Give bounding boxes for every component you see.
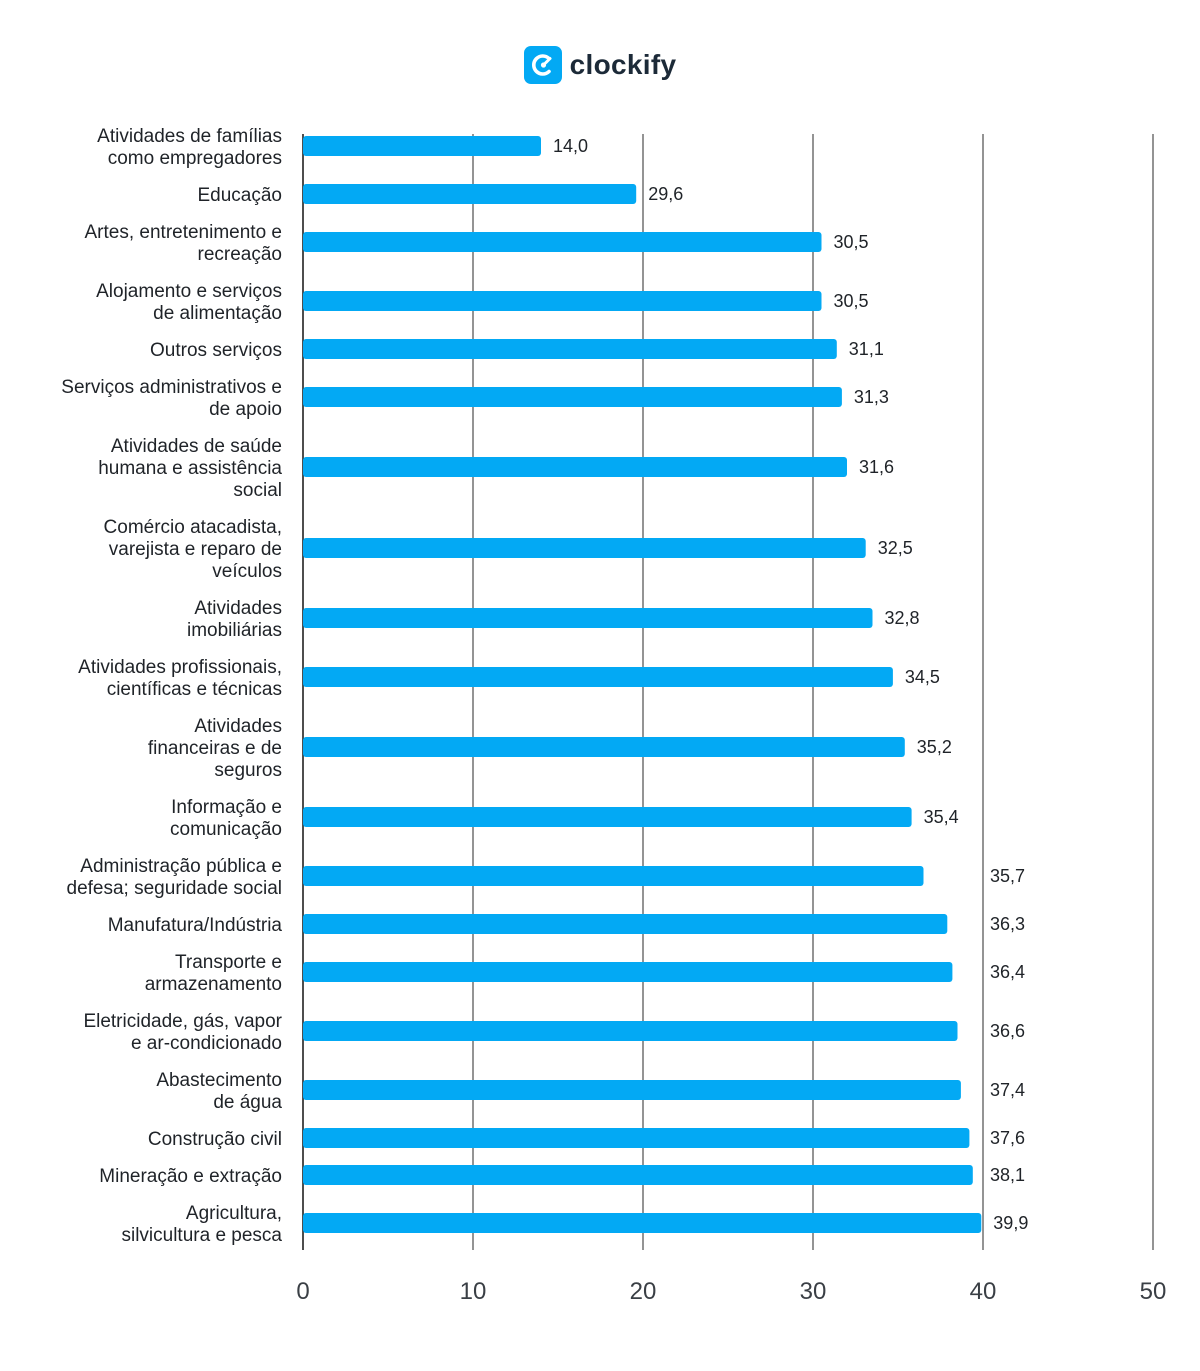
category-label: de água (213, 1092, 282, 1113)
bar (303, 866, 924, 886)
x-tick-label: 30 (800, 1278, 827, 1305)
category-label: comunicação (170, 819, 282, 840)
value-label: 36,4 (990, 962, 1025, 982)
bar (303, 232, 822, 252)
category-label: Mineração e extração (99, 1166, 282, 1187)
category-label: imobiliárias (187, 620, 282, 641)
category-label: Atividades de famílias (97, 126, 282, 147)
bar (303, 184, 637, 204)
clockify-logo-icon (523, 46, 562, 84)
value-label: 32,8 (885, 608, 920, 628)
value-label: 30,5 (834, 291, 869, 311)
category-label: Atividades (194, 716, 282, 737)
category-label: Construção civil (148, 1129, 282, 1150)
bar (303, 1080, 961, 1100)
category-label: veículos (212, 561, 282, 582)
chart-bars (303, 136, 982, 1233)
bar (303, 1165, 973, 1185)
category-label: defesa; seguridade social (67, 878, 282, 899)
category-label: Eletricidade, gás, vapor (83, 1011, 282, 1032)
bar (303, 1128, 970, 1148)
category-label: de apoio (209, 399, 282, 420)
value-label: 32,5 (878, 538, 913, 558)
value-label: 34,5 (905, 667, 940, 687)
category-label: de alimentação (153, 303, 282, 324)
value-label: 39,9 (993, 1213, 1028, 1233)
category-label: Agricultura, (186, 1203, 282, 1224)
category-label: recreação (198, 244, 283, 265)
value-label: 37,6 (990, 1128, 1025, 1148)
bar (303, 608, 873, 628)
value-label: 36,3 (990, 914, 1025, 934)
category-label: Manufatura/Indústria (108, 915, 283, 936)
category-label: Transporte e (175, 952, 282, 973)
value-label: 30,5 (834, 232, 869, 252)
category-label: Abastecimento (156, 1070, 282, 1091)
bar (303, 136, 541, 156)
value-label: 35,7 (990, 866, 1025, 886)
bar (303, 962, 953, 982)
value-label: 31,1 (849, 339, 884, 359)
bar (303, 914, 948, 934)
x-tick-label: 50 (1140, 1278, 1167, 1305)
bar (303, 339, 837, 359)
value-label: 37,4 (990, 1080, 1025, 1100)
bar (303, 1213, 982, 1233)
value-label: 35,4 (924, 807, 959, 827)
value-labels: 14,0 29,6 30,5 30,5 31,1 31,3 31,6 32,5 32,8 34,5… (553, 136, 1028, 1233)
category-label: Outros serviços (150, 340, 282, 361)
category-label: humana e assistência (98, 458, 282, 479)
value-label: 29,6 (648, 184, 683, 204)
category-label: Atividades de saúde (111, 436, 282, 457)
bar (303, 538, 866, 558)
x-axis-ticks: 0 10 20 30 40 50 (296, 1278, 1166, 1305)
category-label: e ar-condicionado (131, 1033, 282, 1054)
category-label: Serviços administrativos e (61, 377, 282, 398)
value-label: 35,2 (917, 737, 952, 757)
category-label: silvicultura e pesca (121, 1225, 282, 1246)
category-label: Atividades profissionais, (78, 657, 282, 678)
value-label: 14,0 (553, 136, 588, 156)
category-label: armazenamento (145, 974, 282, 995)
x-tick-label: 0 (296, 1278, 309, 1305)
category-label: Artes, entretenimento e (85, 222, 283, 243)
category-label: Atividades (194, 598, 282, 619)
x-tick-label: 10 (460, 1278, 487, 1305)
category-label: financeiras e de (148, 738, 282, 759)
category-label: Administração pública e (80, 856, 282, 877)
value-label: 31,6 (859, 457, 894, 477)
bar (303, 667, 893, 687)
value-label: 31,3 (854, 387, 889, 407)
bar (303, 807, 912, 827)
category-label: Educação (197, 185, 282, 206)
category-label: como empregadores (108, 148, 282, 169)
x-tick-label: 40 (970, 1278, 997, 1305)
category-label: Alojamento e serviços (96, 281, 282, 302)
category-label: seguros (214, 760, 282, 781)
value-label: 38,1 (990, 1165, 1025, 1185)
bar (303, 1021, 958, 1041)
category-label: Comércio atacadista, (104, 517, 282, 538)
category-label: Informação e (171, 797, 282, 818)
chart-gridlines (302, 134, 1154, 1250)
bar (303, 387, 842, 407)
category-label: social (233, 480, 282, 501)
bar (303, 737, 905, 757)
x-tick-label: 20 (630, 1278, 657, 1305)
category-label: científicas e técnicas (107, 679, 282, 700)
logo-text: clockify (569, 49, 677, 80)
bar (303, 291, 822, 311)
value-label: 36,6 (990, 1021, 1025, 1041)
bar (303, 457, 847, 477)
category-label: varejista e reparo de (109, 539, 282, 560)
logo: clockify (0, 44, 1200, 86)
